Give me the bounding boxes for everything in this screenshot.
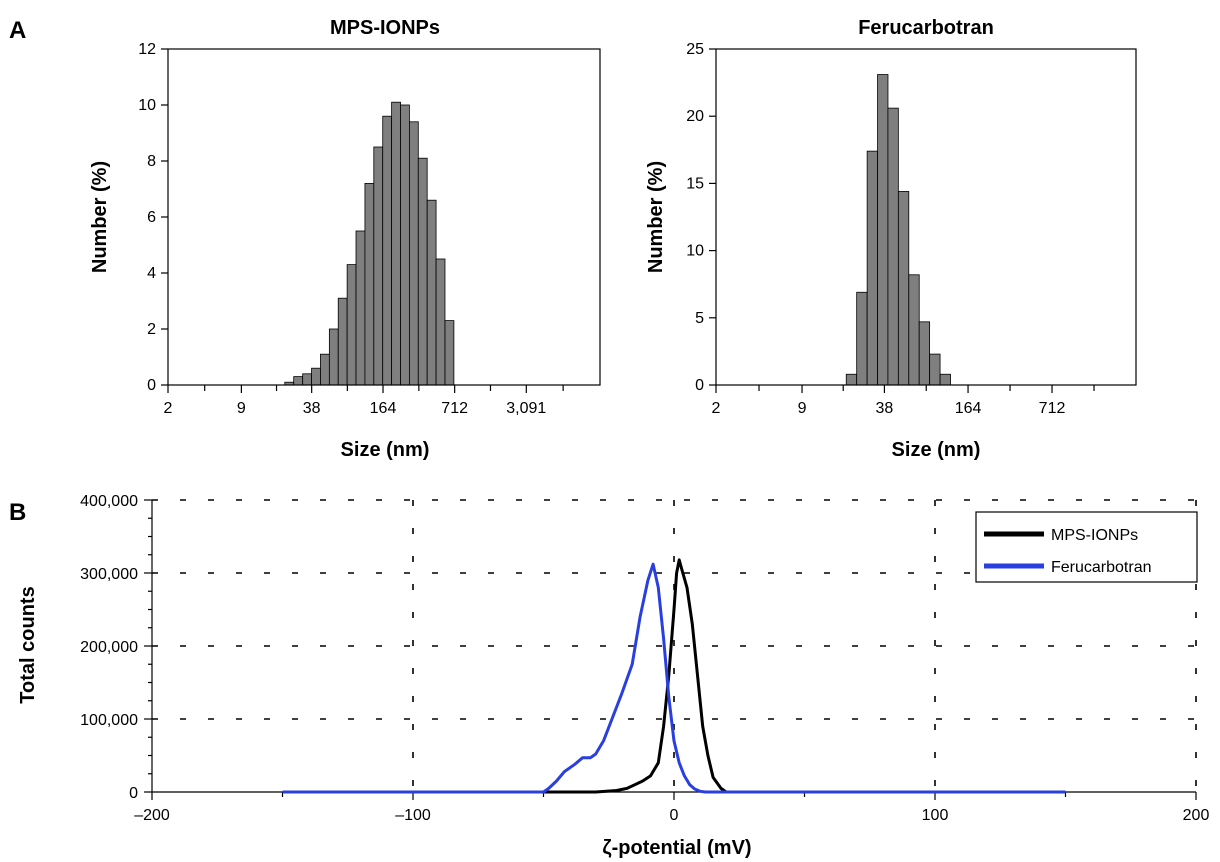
mps-ionps-y-tick-label: 2: [147, 321, 156, 338]
zeta-x-tick-label: –100: [395, 807, 431, 824]
ferucarbotran-x-tick-label: 712: [1039, 400, 1066, 417]
series-line-mps-ionps: [282, 558, 1066, 794]
x-axis-label-zeta: ζ-potential (mV): [602, 837, 751, 859]
zeta-x-tick-label: –200: [134, 807, 170, 824]
mps-ionps-bar: [355, 230, 366, 386]
ferucarbotran-y-tick-label: 25: [686, 41, 704, 58]
mps-ionps-bar: [320, 353, 330, 386]
mps-ionps-bar: [364, 182, 375, 386]
panel-label-a: A: [9, 17, 26, 44]
legend-box: [975, 511, 1198, 583]
mps-ionps-x-tick-label: 3,091: [506, 400, 546, 417]
mps-ionps-x-tick-label: 38: [303, 400, 321, 417]
zeta-y-tick-label: 400,000: [80, 493, 138, 510]
mps-ionps-bar: [346, 264, 357, 386]
mps-ionps-bar: [311, 367, 321, 386]
mps-ionps-bar: [328, 328, 339, 386]
zeta-x-tick-label: 200: [1183, 807, 1210, 824]
zeta-x-tick-label: 0: [670, 807, 679, 824]
mps-ionps-bar: [408, 121, 419, 386]
ferucarbotran-y-tick-label: 5: [695, 310, 704, 327]
mps-ionps-y-tick-label: 10: [138, 97, 156, 114]
mps-ionps-y-tick-label: 6: [147, 209, 156, 226]
ferucarbotran-y-tick-label: 10: [686, 243, 704, 260]
mps-ionps-bar: [417, 157, 428, 386]
panel-label-b: B: [9, 499, 26, 526]
y-axis-label-mps-ionps: Number (%): [89, 161, 111, 273]
histogram-ferucarbotran: Ferucarbotran Number (%) Size (nm) 0 5 10 1…: [645, 17, 1137, 461]
mps-ionps-bar: [337, 297, 348, 386]
mps-ionps-bar: [302, 373, 312, 386]
ferucarbotran-y-tick-label: 15: [686, 175, 704, 192]
ferucarbotran-x-tick-label: 38: [876, 400, 894, 417]
ferucarbotran-x-tick-label: 164: [955, 400, 982, 417]
series-line-ferucarbotran: [282, 562, 1066, 794]
zeta-y-tick-label: 0: [129, 785, 138, 802]
ferucarbotran-bar: [887, 107, 899, 386]
zeta-y-tick-label: 200,000: [80, 639, 138, 656]
y-axis-label-ferucarbotran: Number (%): [645, 161, 667, 273]
mps-ionps-y-tick-label: 8: [147, 153, 156, 170]
zeta-potential-chart: Total counts ζ-potential (mV) 0 100,000 20…: [17, 493, 1209, 859]
y-axis-label-zeta: Total counts: [17, 586, 39, 703]
ferucarbotran-bar: [918, 321, 931, 386]
zeta-x-tick-label: 100: [922, 807, 949, 824]
ferucarbotran-bar: [939, 373, 951, 386]
ferucarbotran-bar: [877, 74, 889, 386]
ferucarbotran-y-tick-label: 20: [686, 108, 704, 125]
mps-ionps-bar: [400, 104, 410, 386]
x-axis-label-ferucarbotran: Size (nm): [892, 439, 981, 461]
mps-ionps-y-tick-label: 0: [147, 377, 156, 394]
histogram-mps-ionps: MPS-IONPs Number (%) Size (nm) 024681012…: [89, 17, 601, 461]
ferucarbotran-bar: [856, 291, 868, 386]
mps-ionps-y-tick-label: 12: [138, 41, 156, 58]
mps-ionps-x-tick-label: 9: [237, 400, 246, 417]
chart-title-ferucarbotran: Ferucarbotran: [858, 17, 994, 39]
zeta-y-tick-label: 300,000: [80, 566, 138, 583]
mps-ionps-bar: [293, 376, 304, 386]
ferucarbotran-bar: [845, 373, 858, 386]
ferucarbotran-y-tick-label: 0: [695, 377, 704, 394]
zeta-y-tick-label: 100,000: [80, 712, 138, 729]
legend: MPS-IONPs Ferucarbotran: [975, 511, 1198, 583]
chart-title-mps-ionps: MPS-IONPs: [330, 17, 440, 39]
mps-ionps-bar: [435, 258, 446, 386]
ferucarbotran-bar: [897, 191, 910, 386]
ferucarbotran-bar: [866, 150, 878, 386]
mps-ionps-bar: [444, 320, 455, 386]
mps-ionps-bar: [426, 199, 437, 386]
mps-ionps-x-tick-label: 164: [370, 400, 397, 417]
ferucarbotran-bar: [929, 353, 941, 386]
mps-ionps-bar: [382, 115, 393, 386]
mps-ionps-y-tick-label: 4: [147, 265, 156, 282]
mps-ionps-x-tick-label: 712: [441, 400, 468, 417]
mps-ionps-bar: [373, 146, 384, 386]
ferucarbotran-x-tick-label: 2: [712, 400, 721, 417]
mps-ionps-bar: [391, 101, 401, 386]
legend-label-ferucarbotran: Ferucarbotran: [1051, 559, 1152, 576]
ferucarbotran-x-tick-label: 9: [798, 400, 807, 417]
mps-ionps-x-tick-label: 2: [164, 400, 173, 417]
x-axis-label-mps-ionps: Size (nm): [341, 439, 430, 461]
ferucarbotran-bar: [908, 274, 920, 386]
legend-label-mps-ionps: MPS-IONPs: [1051, 527, 1138, 544]
